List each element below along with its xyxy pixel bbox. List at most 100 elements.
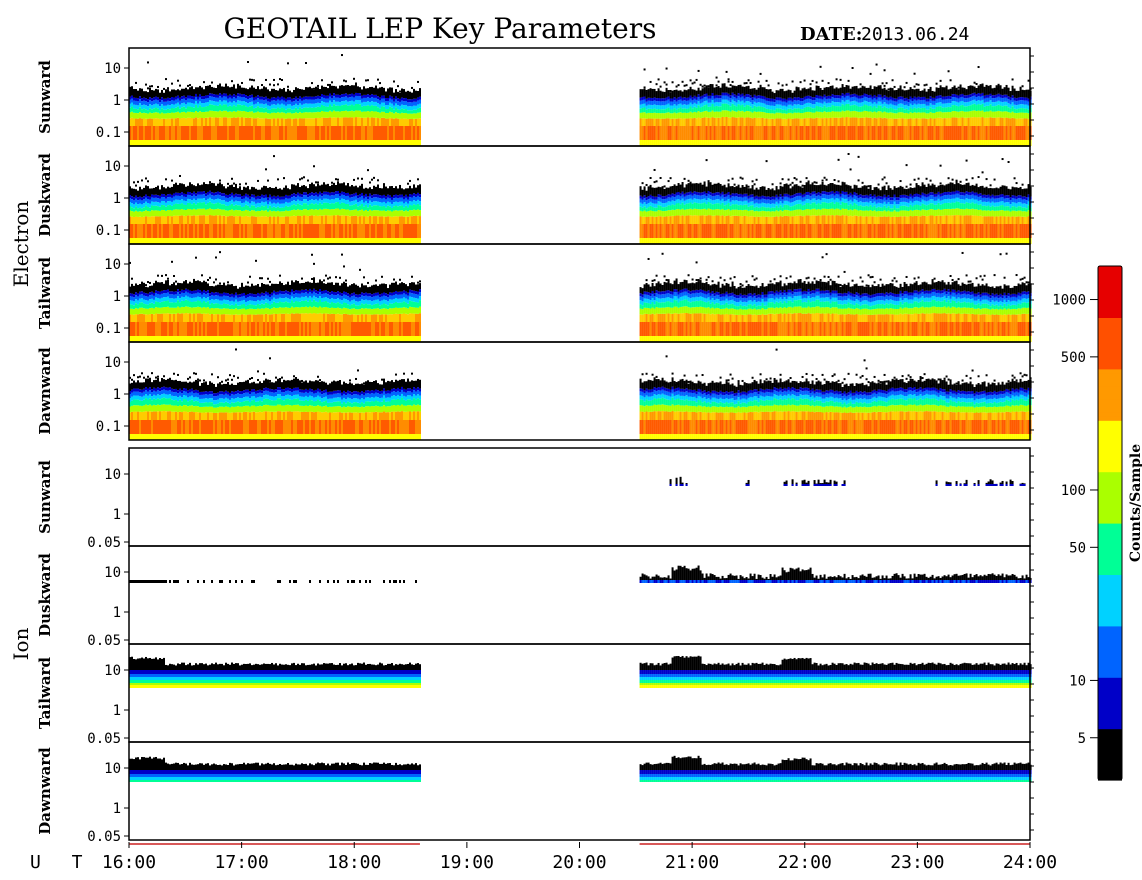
spectrogram-speck bbox=[397, 188, 399, 191]
spectrogram-cell bbox=[203, 96, 205, 100]
spectrogram-cell bbox=[909, 107, 912, 113]
spectrogram-cell bbox=[691, 209, 694, 216]
spectrogram-cell bbox=[217, 194, 219, 199]
spectrogram-cell bbox=[943, 87, 946, 97]
spectrogram-cell bbox=[417, 185, 419, 193]
spectrogram-cell bbox=[171, 210, 173, 217]
spectrogram-cell bbox=[179, 112, 181, 119]
spectrogram-cell bbox=[1009, 104, 1012, 109]
spectrogram-cell bbox=[661, 113, 664, 119]
spectrogram-cell bbox=[375, 85, 377, 95]
spectrogram-cell bbox=[639, 216, 642, 224]
spectrogram-cell bbox=[151, 224, 153, 238]
spectrogram-cell bbox=[295, 140, 297, 146]
spectrogram-cell bbox=[285, 205, 287, 211]
spectrogram-cell bbox=[893, 113, 896, 119]
spectrogram-cell bbox=[699, 209, 702, 216]
spectrogram-cell bbox=[167, 194, 169, 198]
spectrogram-cell bbox=[165, 113, 167, 119]
spectrogram-cell bbox=[673, 97, 676, 101]
spectrogram-cell bbox=[269, 109, 271, 114]
spectrogram-cell bbox=[163, 101, 165, 106]
spectrogram-cell bbox=[317, 117, 319, 126]
spectrogram-cell bbox=[175, 203, 177, 210]
spectrogram-cell bbox=[403, 126, 405, 140]
spectrogram-cell bbox=[137, 204, 139, 209]
spectrogram-cell bbox=[389, 195, 391, 199]
spectrogram-cell bbox=[335, 208, 337, 216]
spectrogram-cell bbox=[129, 126, 131, 140]
spectrogram-cell bbox=[161, 104, 163, 109]
spectrogram-cell bbox=[729, 140, 732, 146]
spectrogram-cell bbox=[335, 202, 337, 209]
spectrogram-cell bbox=[947, 126, 950, 140]
spectrogram-cell bbox=[247, 224, 249, 238]
spectrogram-cell bbox=[699, 203, 702, 210]
spectrogram-cell bbox=[685, 97, 688, 101]
spectrogram-cell bbox=[301, 140, 303, 146]
spectrogram-cell bbox=[971, 104, 974, 111]
spectrogram-cell bbox=[389, 224, 391, 238]
spectrogram-cell bbox=[187, 194, 189, 199]
spectrogram-cell bbox=[681, 91, 684, 98]
spectrogram-cell bbox=[941, 112, 944, 119]
spectrogram-cell bbox=[325, 98, 327, 103]
spectrogram-cell bbox=[407, 90, 409, 100]
spectrogram-cell bbox=[247, 112, 249, 119]
spectrogram-cell bbox=[773, 118, 776, 126]
spectrogram-cell bbox=[133, 104, 135, 109]
spectrogram-cell bbox=[241, 224, 243, 238]
spectrogram-cell bbox=[651, 88, 654, 99]
spectrogram-cell bbox=[221, 209, 223, 216]
spectrogram-cell bbox=[147, 113, 149, 119]
spectrogram-cell bbox=[357, 99, 359, 104]
spectrogram-cell bbox=[759, 126, 762, 140]
spectrogram-cell bbox=[773, 93, 776, 100]
spectrogram-cell bbox=[973, 110, 976, 118]
spectrogram-cell bbox=[145, 105, 147, 110]
spectrogram-cell bbox=[359, 100, 361, 105]
spectrogram-cell bbox=[313, 200, 315, 205]
spectrogram-speck bbox=[171, 179, 173, 182]
spectrogram-cell bbox=[651, 202, 654, 207]
spectrogram-speck bbox=[649, 80, 652, 83]
spectrogram-cell bbox=[319, 194, 321, 199]
spectrogram-cell bbox=[277, 198, 279, 203]
spectrogram-cell bbox=[285, 216, 287, 224]
spectrogram-cell bbox=[679, 196, 682, 201]
spectrogram-cell bbox=[355, 126, 357, 140]
spectrogram-cell bbox=[893, 109, 896, 114]
spectrogram-cell bbox=[745, 126, 748, 140]
spectrogram-cell bbox=[405, 108, 407, 113]
spectrogram-cell bbox=[305, 192, 307, 196]
spectrogram-cell bbox=[913, 103, 916, 108]
spectrogram-cell bbox=[409, 140, 411, 146]
spectrogram-cell bbox=[907, 99, 910, 103]
spectrogram-cell bbox=[763, 96, 766, 100]
spectrogram-cell bbox=[157, 195, 159, 199]
spectrogram-cell bbox=[201, 224, 203, 238]
spectrogram-cell bbox=[181, 96, 183, 100]
spectrogram-cell bbox=[255, 238, 257, 244]
spectrogram-speck bbox=[409, 179, 411, 182]
spectrogram-cell bbox=[167, 140, 169, 146]
spectrogram-speck bbox=[375, 91, 377, 94]
spectrogram-cell bbox=[831, 85, 834, 95]
spectrogram-cell bbox=[249, 196, 251, 200]
spectrogram-speck bbox=[879, 86, 882, 89]
spectrogram-cell bbox=[743, 98, 746, 103]
spectrogram-cell bbox=[171, 103, 173, 108]
spectrogram-cell bbox=[335, 198, 337, 203]
spectrogram-cell bbox=[215, 224, 217, 238]
spectrogram-cell bbox=[263, 224, 265, 238]
spectrogram-cell bbox=[931, 104, 934, 109]
spectrogram-cell bbox=[901, 140, 904, 146]
spectrogram-cell bbox=[799, 140, 802, 146]
spectrogram-cell bbox=[357, 140, 359, 146]
spectrogram-cell bbox=[141, 217, 143, 224]
spectrogram-cell bbox=[407, 126, 409, 140]
spectrogram-cell bbox=[343, 117, 345, 126]
spectrogram-cell bbox=[969, 105, 972, 112]
spectrogram-cell bbox=[657, 216, 660, 224]
spectrogram-cell bbox=[971, 126, 974, 140]
